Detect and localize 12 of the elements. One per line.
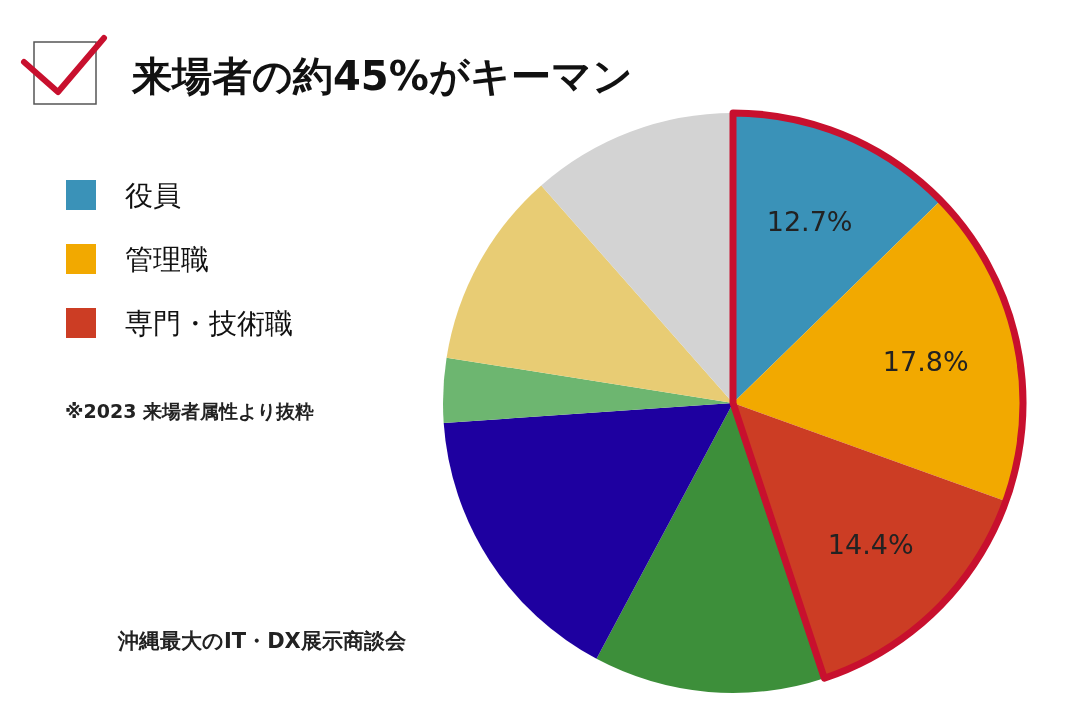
legend-label: 管理職	[125, 242, 209, 276]
pie-slice	[443, 403, 733, 659]
data-label: 17.8%	[882, 345, 969, 377]
data-label: 12.7%	[766, 205, 853, 237]
legend-label: 専門・技術職	[125, 306, 293, 340]
pie-slice	[443, 357, 733, 424]
text: 沖縄最大のIT・DX展示商談会	[117, 629, 407, 653]
legend-label: 役員	[125, 178, 181, 212]
text: ※2023 来場者属性より抜粋	[65, 400, 314, 422]
data-label: 14.4%	[827, 528, 914, 560]
chart-title: 来場者の約45%がキーマン	[131, 53, 633, 99]
pie-slice	[446, 185, 733, 403]
